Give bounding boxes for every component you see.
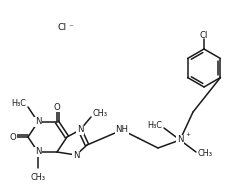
Text: Cl: Cl xyxy=(199,31,207,40)
Text: N: N xyxy=(72,151,79,160)
Text: CH₃: CH₃ xyxy=(93,109,108,118)
Text: +: + xyxy=(184,132,189,137)
Text: ⁻: ⁻ xyxy=(68,23,72,32)
Text: N: N xyxy=(76,126,83,135)
Text: N: N xyxy=(34,118,41,127)
Text: O: O xyxy=(54,103,60,112)
Text: Cl: Cl xyxy=(58,23,67,32)
Text: N: N xyxy=(34,147,41,156)
Text: CH₃: CH₃ xyxy=(197,150,212,159)
Text: O: O xyxy=(10,132,16,142)
Text: H₃C: H₃C xyxy=(11,99,26,108)
Text: NH: NH xyxy=(115,126,128,135)
Text: H₃C: H₃C xyxy=(146,122,161,131)
Text: CH₃: CH₃ xyxy=(30,173,45,182)
Text: N: N xyxy=(176,136,182,145)
